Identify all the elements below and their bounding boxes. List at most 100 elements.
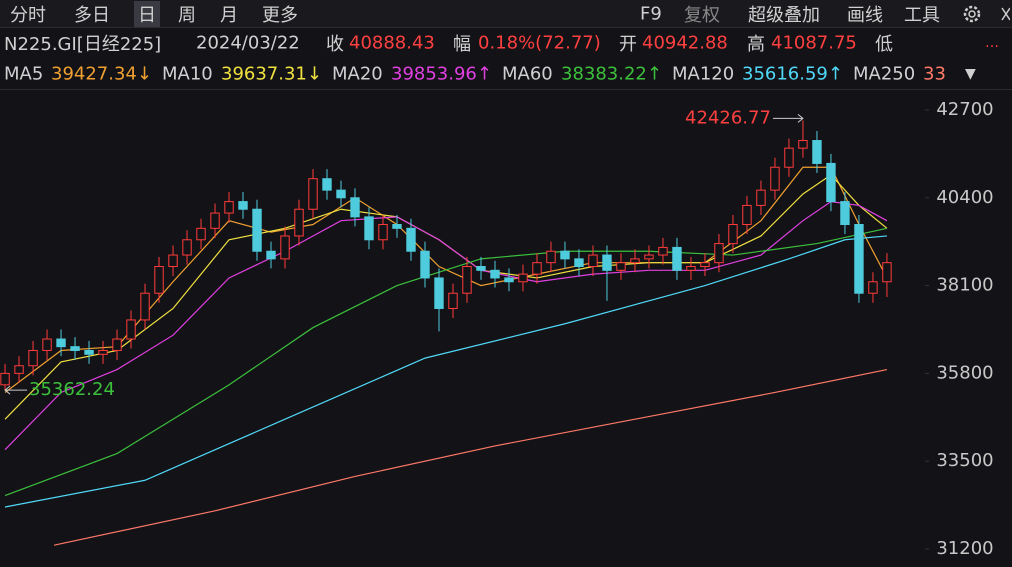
ma-line bbox=[4, 227, 888, 497]
candle-body bbox=[112, 338, 122, 351]
tab[interactable]: 日 bbox=[134, 0, 160, 27]
tab[interactable]: 多日 bbox=[74, 4, 110, 26]
tab[interactable]: 月 bbox=[220, 4, 238, 26]
candle-body bbox=[168, 254, 178, 267]
candle-body bbox=[868, 281, 878, 294]
label: 收 bbox=[326, 34, 344, 55]
candle-body bbox=[602, 254, 612, 271]
candle-body bbox=[826, 162, 836, 203]
candle-body bbox=[462, 265, 472, 294]
candle-body bbox=[196, 227, 206, 241]
tool-button[interactable]: 工具 bbox=[904, 4, 940, 26]
ma-name: MA250 bbox=[853, 63, 916, 85]
high: 41087.75 bbox=[771, 32, 857, 54]
candle-body bbox=[224, 201, 234, 214]
candle-body bbox=[42, 338, 52, 351]
candle-body bbox=[560, 250, 570, 260]
candle-body bbox=[714, 243, 724, 264]
candle-body bbox=[378, 224, 388, 241]
candle-body bbox=[126, 319, 136, 340]
candle-body bbox=[812, 140, 822, 164]
candle-body bbox=[392, 224, 402, 229]
min-label: 35362.24 bbox=[29, 379, 115, 400]
y-tick-label: 35800 bbox=[936, 362, 993, 383]
candle-body bbox=[56, 338, 66, 348]
date: 2024/03/22 bbox=[196, 32, 300, 54]
candle-body bbox=[14, 365, 24, 374]
tool-button[interactable]: 复权 bbox=[684, 4, 720, 26]
candle-body bbox=[280, 235, 290, 260]
open: 40942.88 bbox=[642, 32, 728, 54]
ma-line bbox=[53, 368, 888, 546]
more[interactable]: … bbox=[985, 35, 999, 51]
tool-button[interactable]: F9 bbox=[640, 3, 662, 24]
candle-body bbox=[364, 216, 374, 241]
tool-button[interactable]: 超级叠加 bbox=[748, 4, 820, 26]
max-label: 42426.77 bbox=[685, 107, 771, 128]
tab[interactable]: 分时 bbox=[10, 4, 46, 26]
settings-icon[interactable] bbox=[963, 5, 981, 23]
close-icon[interactable] bbox=[1001, 7, 1010, 21]
y-tick-label: 31200 bbox=[936, 538, 993, 559]
candle-body bbox=[672, 246, 682, 271]
ma-value: 35616.59↑ bbox=[742, 63, 843, 85]
candle-body bbox=[98, 349, 108, 355]
candle-body bbox=[742, 204, 752, 226]
candle-body bbox=[686, 265, 696, 271]
candle-body bbox=[182, 239, 192, 256]
y-tick-label: 38100 bbox=[936, 275, 993, 296]
ma-value: 38383.22↑ bbox=[561, 63, 662, 85]
tab[interactable]: 周 bbox=[178, 4, 196, 26]
candle-body bbox=[574, 258, 584, 267]
candle-body bbox=[546, 250, 556, 264]
candle-body bbox=[840, 201, 850, 226]
candle-body bbox=[854, 224, 864, 294]
candle-body bbox=[784, 147, 794, 168]
settings-icon-core bbox=[968, 10, 976, 18]
ma-value: 39637.31↓ bbox=[221, 63, 322, 85]
candle-body bbox=[490, 269, 500, 279]
candle-body bbox=[406, 227, 416, 252]
candle-body bbox=[658, 246, 668, 256]
label: 低 bbox=[875, 34, 893, 55]
candle-body bbox=[252, 208, 262, 252]
y-tick-label: 33500 bbox=[936, 450, 993, 471]
candle-body bbox=[294, 208, 304, 237]
ma-name: MA5 bbox=[4, 63, 44, 85]
candle-body bbox=[504, 277, 514, 283]
change: 0.18%(72.77) bbox=[478, 32, 601, 54]
candle-body bbox=[644, 254, 654, 260]
candle-body bbox=[770, 166, 780, 191]
label: 开 bbox=[619, 34, 637, 55]
y-tick-label: 40400 bbox=[936, 187, 993, 208]
candle-body bbox=[154, 265, 164, 294]
candle-body bbox=[630, 258, 640, 264]
label: 高 bbox=[747, 34, 765, 55]
ma-name: MA20 bbox=[332, 63, 383, 85]
dropdown[interactable]: ▼ bbox=[965, 66, 976, 82]
ma-line bbox=[4, 235, 887, 508]
candle-body bbox=[336, 189, 346, 199]
tool-button[interactable]: 画线 bbox=[847, 4, 883, 26]
toolbar: 分时 多日 日 周 月 更多 F9 复权 超级叠加 画线 工具 bbox=[0, 0, 1012, 28]
candle-body bbox=[518, 273, 528, 283]
ma-name: MA60 bbox=[502, 63, 553, 85]
tab[interactable]: 更多 bbox=[262, 4, 298, 26]
candle-body bbox=[28, 349, 38, 367]
candle-body bbox=[0, 372, 10, 386]
y-tick-label: 42700 bbox=[936, 99, 993, 120]
ma-value: 39427.34↓ bbox=[51, 63, 152, 85]
candle-body bbox=[266, 250, 276, 260]
ma-line bbox=[4, 166, 888, 393]
candle-body bbox=[322, 178, 332, 191]
candle-body bbox=[70, 346, 80, 351]
ma-value: 33 bbox=[923, 63, 946, 85]
candle-body bbox=[308, 178, 318, 210]
candle-body bbox=[588, 254, 598, 267]
ma-line bbox=[4, 200, 888, 451]
label: 幅 bbox=[453, 34, 471, 55]
close: 40888.43 bbox=[349, 32, 435, 54]
ma-line bbox=[4, 174, 888, 420]
candle-body bbox=[798, 140, 808, 149]
